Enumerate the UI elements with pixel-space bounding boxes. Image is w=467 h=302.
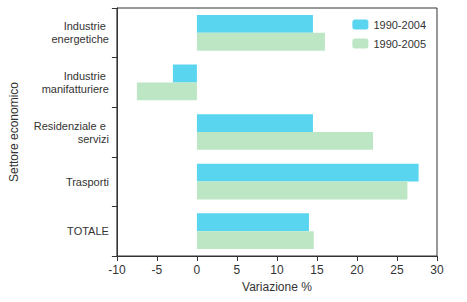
svg-text:5: 5 [234, 263, 241, 277]
svg-text:-10: -10 [108, 263, 126, 277]
svg-text:25: 25 [390, 263, 404, 277]
svg-text:1990-2004: 1990-2004 [373, 19, 426, 31]
svg-text:TOTALE: TOTALE [67, 225, 109, 237]
svg-text:Trasporti: Trasporti [66, 176, 109, 188]
svg-text:0: 0 [194, 263, 201, 277]
svg-text:Variazione %: Variazione % [242, 280, 312, 294]
svg-text:energetiche: energetiche [51, 33, 109, 45]
svg-text:Residenziale e: Residenziale e [34, 120, 109, 132]
svg-text:30: 30 [430, 263, 444, 277]
svg-text:manifatturiere: manifatturiere [42, 83, 109, 95]
svg-text:Industrie: Industrie [64, 70, 109, 82]
svg-text:-5: -5 [152, 263, 163, 277]
svg-text:20: 20 [350, 263, 364, 277]
svg-text:Industrie: Industrie [64, 20, 109, 32]
svg-text:1990-2005: 1990-2005 [373, 38, 426, 50]
svg-text:servizi: servizi [78, 133, 109, 145]
svg-text:Settore economico: Settore economico [7, 82, 21, 182]
svg-text:10: 10 [270, 263, 284, 277]
svg-text:15: 15 [310, 263, 324, 277]
